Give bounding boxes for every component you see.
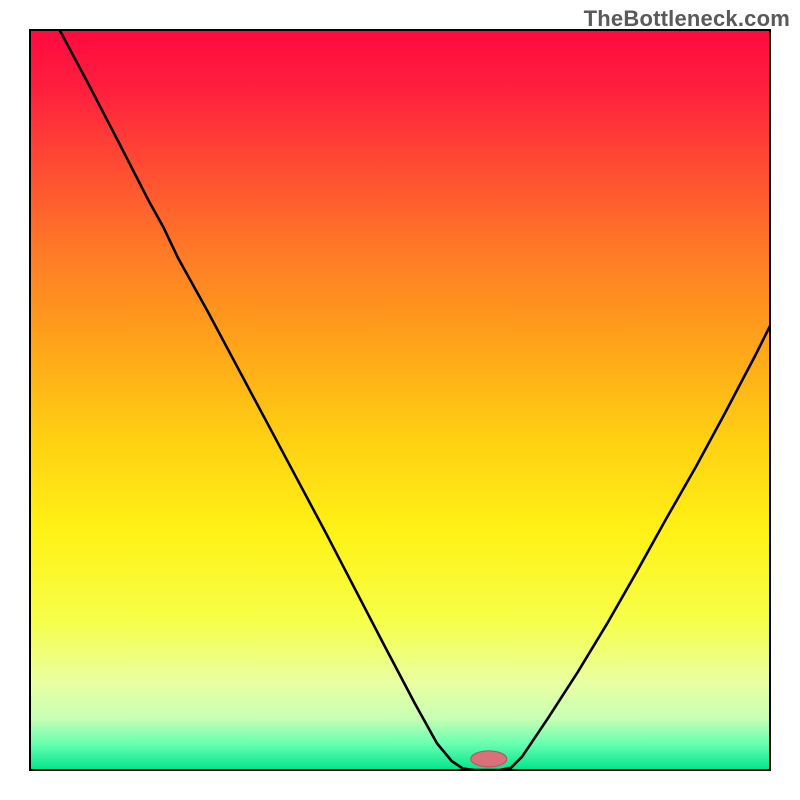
watermark-text: TheBottleneck.com <box>584 6 790 32</box>
plot-background <box>30 30 770 770</box>
optimum-marker <box>471 751 507 767</box>
bottleneck-curve-chart <box>0 0 800 800</box>
chart-container: TheBottleneck.com <box>0 0 800 800</box>
